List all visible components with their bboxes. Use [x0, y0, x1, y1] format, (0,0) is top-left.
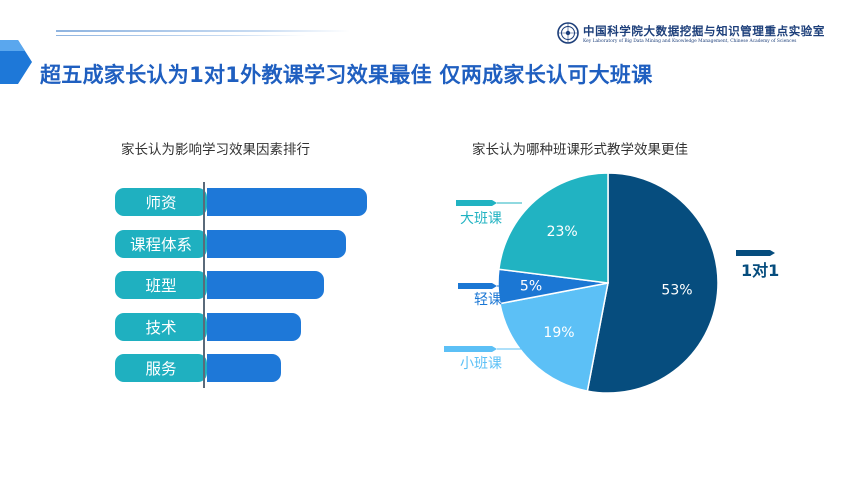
- pie-slice-name: 1对1: [741, 261, 779, 280]
- institute-name-cn: 中国科学院大数据挖掘与知识管理重点实验室: [583, 24, 825, 38]
- institute-logo: 中国科学院大数据挖掘与知识管理重点实验室 Key Laboratory of B…: [557, 22, 847, 50]
- ranking-axis-line: [203, 182, 205, 388]
- ranking-bar: [207, 188, 367, 216]
- pie-legend-tag: [444, 346, 497, 352]
- ranking-label: 技术: [115, 312, 207, 341]
- pie-slice: [499, 282, 609, 392]
- pie-legend-tag: [458, 283, 497, 289]
- pie-slice-name: 大班课: [460, 211, 502, 227]
- pie-slice-percent: 23%: [547, 224, 578, 240]
- pie-slice-percent: 53%: [661, 283, 692, 299]
- pie-legend-tag: [736, 250, 775, 256]
- pie-slice: [586, 172, 719, 394]
- ranking-label: 服务: [115, 354, 207, 382]
- ranking-chart-title: 家长认为影响学习效果因素排行: [121, 142, 310, 158]
- institute-name-en: Key Laboratory of Big Data Mining and Kn…: [583, 39, 797, 44]
- pie-slice-percent: 19%: [543, 325, 574, 341]
- ranking-bar: [207, 229, 347, 258]
- institute-seal-icon: [557, 22, 579, 44]
- pie-slice: [498, 172, 609, 284]
- pie-slice-name: 小班课: [460, 356, 502, 372]
- ranking-bar: [207, 271, 324, 299]
- header-rule: [56, 30, 350, 32]
- ranking-bar: [207, 312, 302, 341]
- page-title: 超五成家长认为1对1外教课学习效果最佳 仅两成家长认可大班课: [40, 63, 653, 87]
- ranking-bar: [207, 354, 281, 382]
- ranking-label: 课程体系: [115, 229, 207, 258]
- ranking-label: 班型: [115, 271, 207, 299]
- pie-legend-tag: [456, 200, 497, 206]
- header-rule-thin: [56, 35, 306, 36]
- pie-chart-title: 家长认为哪种班课形式教学效果更佳: [472, 142, 688, 158]
- accent-chevron-icon: [0, 40, 32, 84]
- pie-slice-percent: 5%: [520, 278, 542, 294]
- pie-slice-name: 轻课: [474, 292, 502, 308]
- ranking-label: 师资: [115, 188, 207, 216]
